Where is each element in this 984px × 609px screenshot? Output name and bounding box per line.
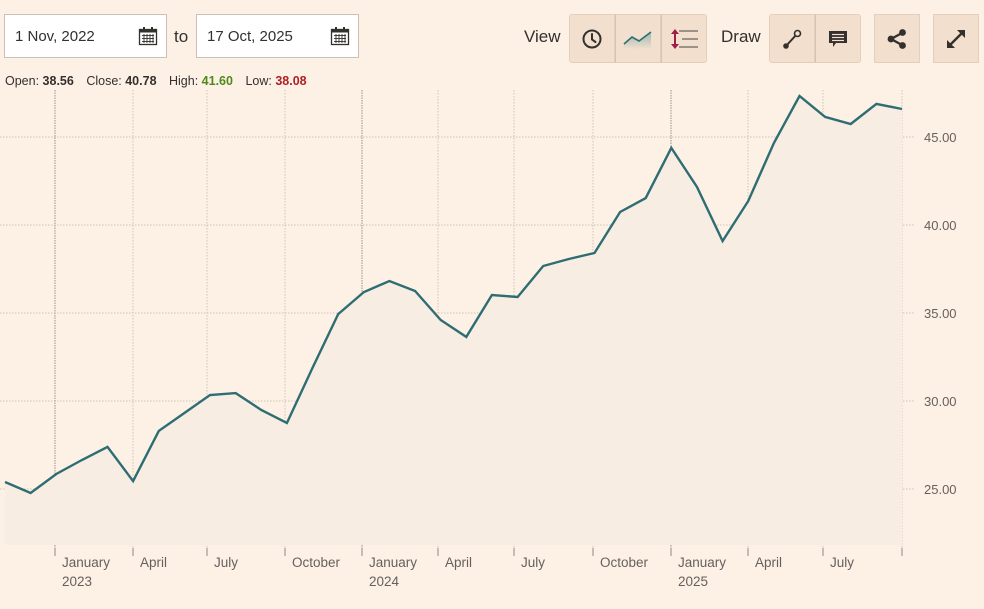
calendar-icon[interactable] (138, 26, 158, 46)
horizontal-gridlines (0, 136, 915, 490)
end-date-value: 17 Oct, 2025 (207, 27, 293, 45)
y-tick-label: 35.00 (924, 306, 957, 321)
chart-type-button[interactable] (615, 14, 661, 63)
x-tick-label: October (600, 555, 649, 570)
draw-line-button[interactable] (769, 14, 815, 63)
low-value: 38.08 (275, 74, 307, 88)
x-axis-labels: January 2023 April July October January 2024 Ap… (62, 555, 854, 589)
draw-button-group (769, 14, 861, 63)
comment-icon (829, 30, 847, 47)
axis-scale-icon (671, 28, 698, 49)
price-line (4, 94, 903, 495)
close-label: Close: (86, 74, 122, 88)
share-button-group (874, 14, 920, 63)
x-tick-label: January (678, 555, 726, 570)
fullscreen-button[interactable] (933, 14, 979, 63)
y-tick-label: 45.00 (924, 130, 957, 145)
open-value: 38.56 (42, 74, 74, 88)
line-draw-icon (783, 29, 802, 49)
x-tick-year-label: 2025 (678, 574, 708, 589)
x-tick-label: January (369, 555, 417, 570)
share-button[interactable] (874, 14, 920, 63)
end-date-input[interactable]: 17 Oct, 2025 (196, 14, 359, 58)
x-tick-label: April (445, 555, 472, 570)
y-tick-label: 25.00 (924, 482, 957, 497)
close-value: 40.78 (125, 74, 157, 88)
calendar-icon[interactable] (330, 26, 350, 46)
date-range-separator: to (174, 27, 189, 46)
annotate-button[interactable] (815, 14, 861, 63)
axis-scale-button[interactable] (661, 14, 707, 63)
ohlc-summary: Open: 38.56 Close: 40.78 High: 41.60 Low… (5, 74, 307, 88)
share-icon (887, 28, 906, 49)
y-tick-label: 40.00 (924, 218, 957, 233)
x-tick-label: October (292, 555, 341, 570)
high-label: High: (169, 74, 199, 88)
mountain-chart-icon (623, 30, 652, 49)
x-tick-label: April (140, 555, 167, 570)
time-range-button[interactable] (569, 14, 615, 63)
view-label: View (524, 27, 561, 46)
clock-icon (582, 29, 602, 48)
start-date-value: 1 Nov, 2022 (15, 27, 95, 45)
x-tick-label: January (62, 555, 110, 570)
y-tick-label: 30.00 (924, 394, 957, 409)
low-label: Low: (245, 74, 272, 88)
fullscreen-button-group (933, 14, 979, 63)
x-tick-year-label: 2024 (369, 574, 400, 589)
start-date-input[interactable]: 1 Nov, 2022 (4, 14, 167, 58)
open-label: Open: (5, 74, 40, 88)
x-tick-label: April (755, 555, 782, 570)
x-tick-label: July (521, 555, 545, 570)
x-tick-label: July (214, 555, 238, 570)
x-tick-label: July (830, 555, 854, 570)
expand-icon (947, 29, 965, 48)
high-value: 41.60 (201, 74, 233, 88)
y-axis-labels: 25.00 30.00 35.00 40.00 45.00 (924, 130, 957, 497)
vertical-gridlines (54, 90, 903, 556)
view-button-group (569, 14, 707, 63)
price-area (5, 96, 902, 545)
x-tick-year-label: 2023 (62, 574, 92, 589)
draw-label: Draw (721, 27, 761, 46)
